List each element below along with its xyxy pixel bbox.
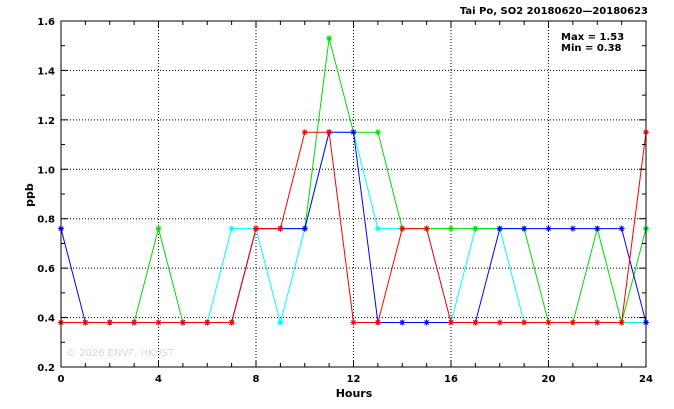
- series-4-point: [569, 319, 576, 326]
- series-4-point: [496, 319, 503, 326]
- series-3-point: [350, 129, 357, 136]
- series-line-1: [61, 131, 646, 325]
- series-4-point: [301, 129, 308, 136]
- series-4-point: [521, 319, 528, 326]
- series-4-point: [179, 319, 186, 326]
- y-tick-label: 0.2: [37, 363, 55, 374]
- series-1-point: [228, 225, 235, 232]
- series-4-point: [326, 129, 333, 136]
- series-4-point: [204, 319, 211, 326]
- x-axis-label: Hours: [336, 387, 373, 400]
- series-3-point: [545, 225, 552, 232]
- series-1-point: [277, 319, 284, 326]
- y-tick-label: 1.4: [37, 66, 55, 77]
- y-tick-label: 1.6: [37, 17, 55, 28]
- series-4-point: [594, 319, 601, 326]
- series-2-point: [326, 35, 333, 42]
- series-4-point: [472, 319, 479, 326]
- series-4-point: [448, 319, 454, 326]
- watermark: © 2026 ENVF, HKUST: [66, 348, 175, 359]
- series-4-point: [106, 319, 113, 326]
- x-tick-label: 20: [542, 374, 556, 385]
- series-line-3: [60, 131, 647, 323]
- series-4-point: [618, 319, 625, 326]
- chart-title: Tai Po, SO2 20180620—20180623: [460, 6, 648, 17]
- series-2-point: [155, 225, 162, 232]
- series-4-point: [399, 225, 406, 232]
- y-tick-label: 1.2: [37, 116, 55, 127]
- y-tick-label: 0.6: [37, 264, 55, 275]
- series-3-point: [399, 319, 406, 326]
- y-tick-label: 0.4: [37, 314, 55, 325]
- series-4-point: [423, 225, 430, 232]
- y-tick-label: 1.0: [37, 165, 55, 176]
- series-4-point: [350, 319, 357, 326]
- series-4-point: [155, 319, 162, 326]
- series-4-point: [253, 225, 259, 232]
- series-3-point: [496, 225, 503, 232]
- x-tick-label: 24: [639, 374, 653, 385]
- tick-labels: 0 4 8 12 16 20 24 0.2 0.4 0.6 0.8 1.0 1.2 1.4 1.6: [37, 17, 653, 385]
- ticks: [60, 20, 647, 368]
- series-2-point: [472, 225, 479, 232]
- series-4-point: [545, 319, 552, 326]
- series-2-point: [374, 129, 381, 136]
- series-4-point: [131, 319, 138, 326]
- series-3-point: [423, 319, 430, 326]
- x-tick-label: 12: [347, 374, 361, 385]
- x-tick-label: 16: [444, 374, 458, 385]
- series-3-point: [569, 225, 576, 232]
- series-4-point: [82, 319, 89, 326]
- y-axis-label: ppb: [23, 183, 36, 207]
- series-3-point: [618, 225, 625, 232]
- series-3-point: [594, 225, 601, 232]
- series-layer: [58, 35, 649, 326]
- x-tick-label: 0: [58, 374, 65, 385]
- grid: [61, 21, 646, 367]
- series-4-point: [228, 319, 235, 326]
- series-1-point: [374, 225, 381, 232]
- series-4-point: [374, 319, 381, 326]
- min-label: Min = 0.38: [561, 43, 622, 54]
- max-label: Max = 1.53: [561, 32, 624, 43]
- y-tick-label: 0.8: [37, 215, 55, 226]
- series-3-point: [521, 225, 528, 232]
- series-3-point: [301, 225, 308, 232]
- series-4-point: [277, 225, 284, 232]
- x-tick-label: 4: [155, 374, 162, 385]
- series-line-4: [61, 131, 647, 323]
- x-tick-label: 8: [253, 374, 260, 385]
- series-2-point: [448, 225, 454, 232]
